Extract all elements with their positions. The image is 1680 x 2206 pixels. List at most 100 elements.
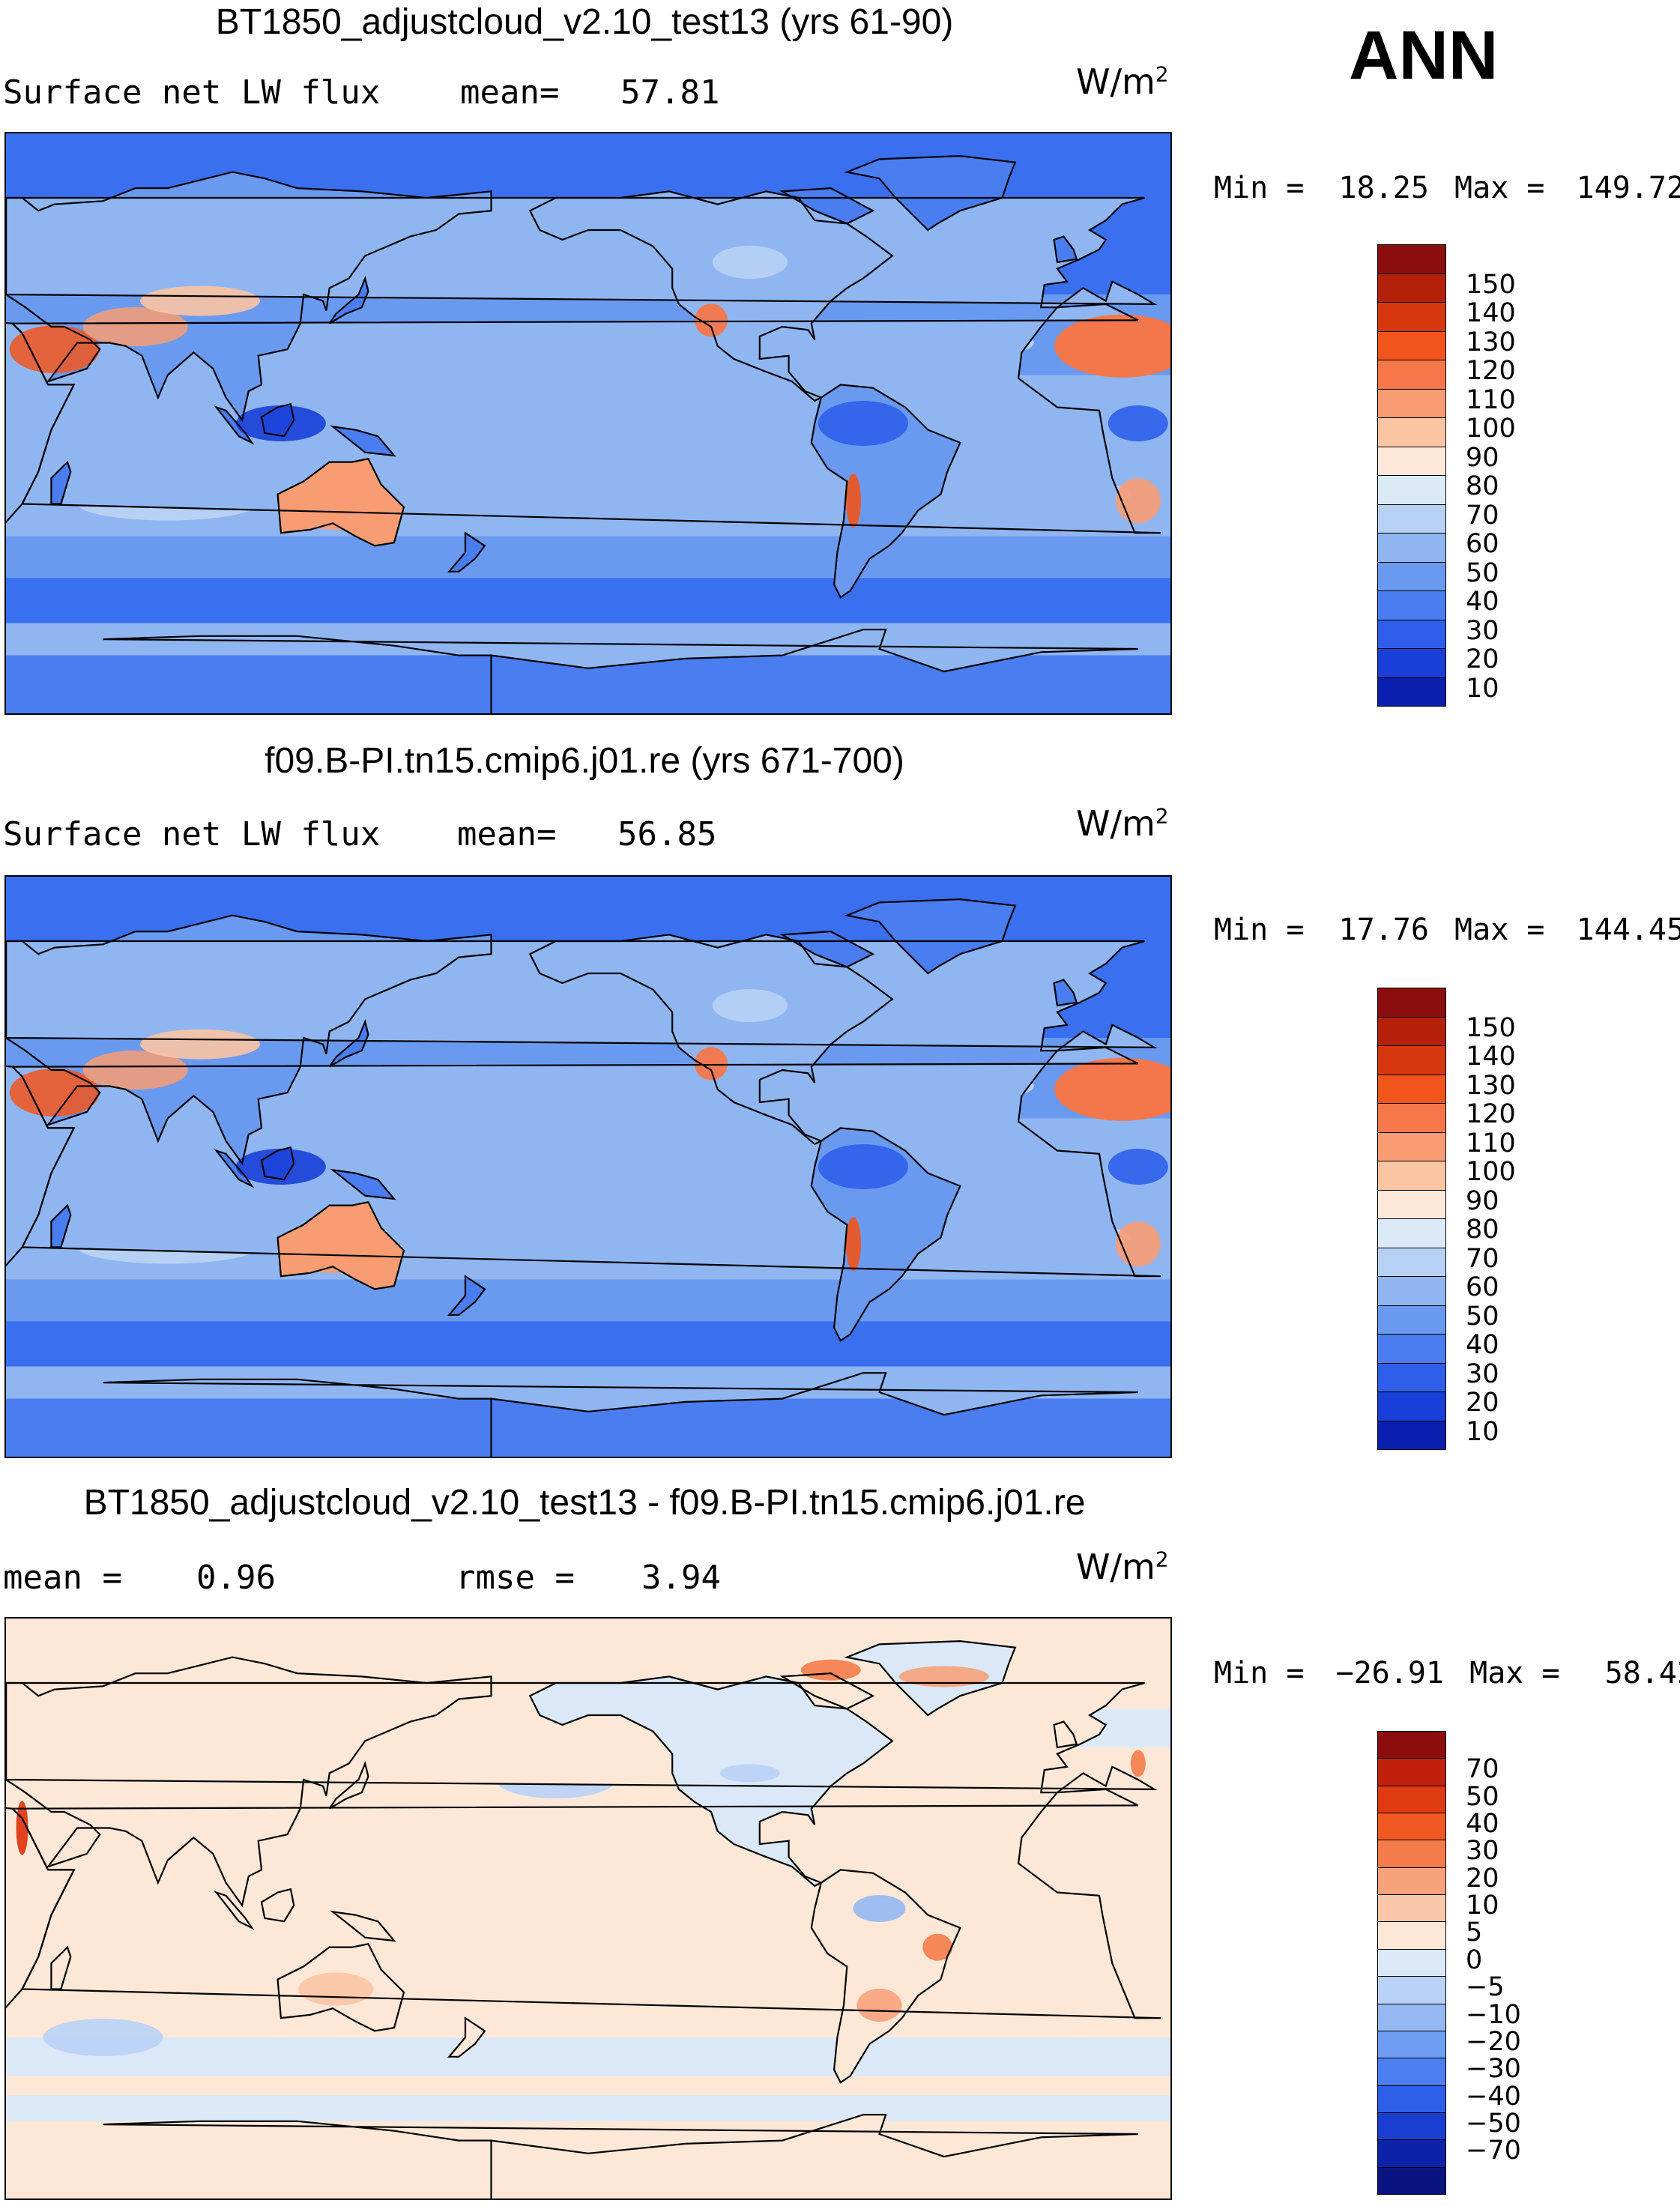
colorbar-segment: [1377, 2112, 1446, 2141]
panel-3-max-label: Max =: [1469, 1656, 1560, 1690]
colorbar-segment: [1377, 1758, 1446, 1786]
colorbar-segment: [1377, 1867, 1446, 1896]
panel-1-variable-label: Surface net LW flux: [3, 73, 381, 112]
colorbar-segment: [1377, 446, 1446, 476]
colorbar-tick-label: 10: [1466, 1416, 1499, 1447]
colorbar-segment: [1377, 244, 1446, 274]
panel-1-min-max: Min = 18.25 Max = 149.72: [1214, 171, 1680, 205]
colorbar-segment: [1377, 619, 1446, 649]
colorbar-segment: [1377, 2085, 1446, 2113]
colorbar-segment: [1377, 1305, 1446, 1335]
colorbar-segment: [1377, 590, 1446, 620]
colorbar-segment: [1377, 273, 1446, 303]
panel-1-colorbar: 150 140 130 120 110 100 90 80 70 60 50 40 30 20 10: [1377, 244, 1516, 707]
colorbar-segment: [1377, 648, 1446, 678]
panel-2-min-label: Min =: [1214, 913, 1305, 947]
colorbar-segment: [1377, 2030, 1446, 2059]
colorbar-segment: [1377, 330, 1446, 360]
panel-1-mean-value: 57.81: [620, 73, 720, 112]
colorbar-tick-label: 50: [1466, 1301, 1499, 1332]
panel-3-rmse-label: rmse =: [456, 1559, 575, 1597]
colorbar-segment: [1377, 504, 1446, 534]
colorbar-tick-label: 110: [1466, 384, 1516, 415]
colorbar-tick-label: 100: [1466, 1157, 1516, 1187]
colorbar-tick-label: 90: [1466, 442, 1499, 473]
colorbar-tick-label: 100: [1466, 414, 1516, 444]
panel-3-min-max: Min = −26.91 Max = 58.42: [1214, 1656, 1680, 1690]
colorbar-segment: [1377, 1840, 1446, 1868]
colorbar-tick-label: 150: [1466, 269, 1516, 300]
colorbar-tick-label: −50: [1466, 2108, 1521, 2139]
panel-1-map: [4, 132, 1172, 715]
colorbar-tick-label: 70: [1466, 500, 1499, 531]
panel-2-map: [4, 875, 1172, 1458]
colorbar-tick-label: 140: [1466, 298, 1516, 328]
panel-1-title: BT1850_adjustcloud_v2.10_test13 (yrs 61-…: [215, 2, 954, 42]
colorbar-tick-label: 80: [1466, 471, 1499, 501]
colorbar-tick-label: 90: [1466, 1185, 1499, 1216]
colorbar-segment: [1377, 1103, 1446, 1133]
colorbar-segment: [1377, 475, 1446, 505]
panel-2-max-value: 144.45: [1576, 913, 1680, 947]
colorbar-segment: [1377, 1785, 1446, 1814]
panel-1-mean-label: mean=: [460, 73, 560, 112]
colorbar-segment: [1377, 677, 1446, 707]
colorbar-tick-label: −30: [1466, 2054, 1521, 2085]
panel-3-title: BT1850_adjustcloud_v2.10_test13 - f09.B-…: [83, 1483, 1086, 1523]
colorbar-segment: [1377, 1074, 1446, 1104]
colorbar-segment: [1377, 388, 1446, 418]
colorbar-tick-label: 40: [1466, 587, 1499, 617]
colorbar-segment: [1377, 1131, 1446, 1161]
panel-3-max-value: 58.42: [1604, 1656, 1680, 1690]
colorbar-tick-label: −70: [1466, 2136, 1521, 2166]
colorbar-tick-label: −20: [1466, 2026, 1521, 2057]
colorbar-segment: [1377, 1045, 1446, 1075]
colorbar-segment: [1377, 1016, 1446, 1046]
colorbar-tick-label: −10: [1466, 1999, 1521, 2030]
colorbar-tick-label: 10: [1466, 673, 1499, 704]
colorbar-segment: [1377, 1976, 1446, 2004]
panel-3-min-label: Min =: [1214, 1656, 1305, 1690]
panel-2-colorbar: 150 140 130 120 110 100 90 80 70 60 50 40 30 20 10: [1377, 988, 1516, 1450]
panel-1-min-value: 18.25: [1338, 171, 1429, 205]
panel-3-map: [4, 1617, 1172, 2200]
colorbar-segment: [1377, 1420, 1446, 1450]
colorbar-tick-label: 80: [1466, 1215, 1499, 1245]
colorbar-tick-label: 130: [1466, 1070, 1516, 1101]
panel-2-units: W/m2: [1076, 803, 1169, 844]
colorbar-segment: [1377, 302, 1446, 332]
colorbar-segment: [1377, 2058, 1446, 2086]
panel-3-rmse-value: 3.94: [641, 1559, 721, 1597]
colorbar-segment: [1377, 1218, 1446, 1248]
panel-2-min-value: 17.76: [1338, 913, 1429, 947]
colorbar-segment: [1377, 533, 1446, 563]
colorbar-segment: [1377, 1813, 1446, 1841]
colorbar-segment: [1377, 1362, 1446, 1392]
colorbar-tick-label: 20: [1466, 1863, 1499, 1894]
colorbar-tick-label: 30: [1466, 1836, 1499, 1867]
colorbar-segment: [1377, 2003, 1446, 2031]
colorbar-segment: [1377, 360, 1446, 390]
colorbar-segment: [1377, 561, 1446, 591]
colorbar-tick-label: 110: [1466, 1128, 1516, 1158]
panel-1-max-label: Max =: [1454, 171, 1545, 205]
panel-3-colorbar: 70 50 40 30 20 10 5 0 −5 −10 −20 −30 −40 −50 −70: [1377, 1731, 1521, 2195]
colorbar-tick-label: 20: [1466, 644, 1499, 674]
colorbar-tick-label: 60: [1466, 529, 1499, 559]
colorbar-tick-label: 50: [1466, 1781, 1499, 1812]
panel-3-mean-label: mean =: [3, 1559, 122, 1597]
colorbar-segment: [1377, 1731, 1446, 1759]
colorbar-tick-label: 120: [1466, 1099, 1516, 1129]
colorbar-tick-label: 5: [1466, 1918, 1483, 1948]
colorbar-tick-label: 70: [1466, 1754, 1499, 1785]
colorbar-segment: [1377, 1921, 1446, 1950]
colorbar-tick-label: 20: [1466, 1388, 1499, 1418]
colorbar-segment: [1377, 1161, 1446, 1191]
panel-1-units: W/m2: [1076, 61, 1169, 102]
colorbar-tick-label: 120: [1466, 356, 1516, 386]
colorbar-tick-label: 150: [1466, 1012, 1516, 1043]
panel-1-min-label: Min =: [1214, 171, 1305, 205]
colorbar-tick-label: 0: [1466, 1944, 1483, 1975]
colorbar-tick-label: 10: [1466, 1891, 1499, 1921]
colorbar-segment: [1377, 988, 1446, 1018]
